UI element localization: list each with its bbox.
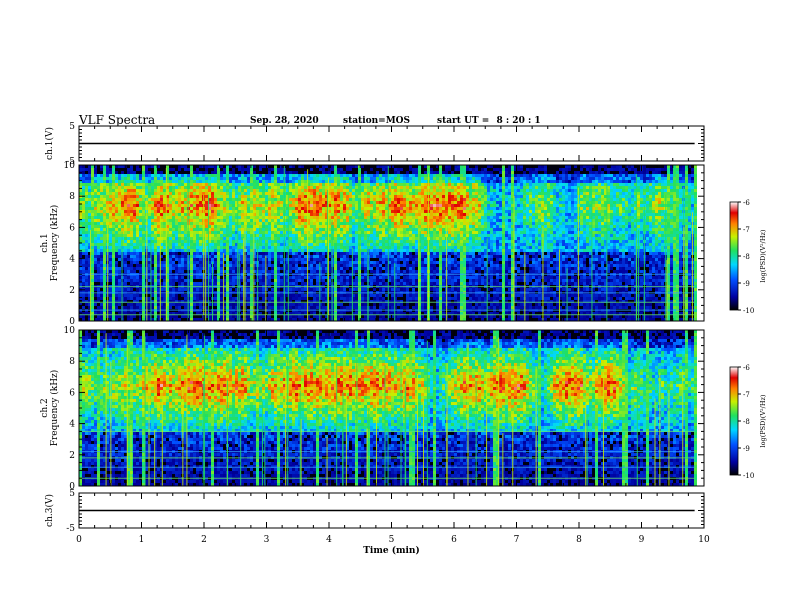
ch3-waveform-panel: 5 -5 ch.3(V) (44, 489, 705, 534)
colorbar-tick-label: -9 (743, 445, 750, 453)
y-axis-label: Frequency (kHz) (49, 370, 60, 447)
y-tick-label: 8 (69, 192, 75, 202)
x-tick-label: 5 (389, 535, 395, 545)
y-tick-label: 2 (69, 286, 75, 296)
start-time-prefix: start UT = (437, 116, 489, 126)
x-tick-label: 2 (201, 535, 207, 545)
plot-title: VLF Spectra (79, 113, 155, 127)
ch1-spectrogram-panel: 0 2 4 6 8 10 ch.1 Frequency (kHz) (40, 161, 705, 327)
x-tick-label: 8 (576, 535, 582, 545)
colorbar-tick-label: -9 (743, 280, 750, 288)
y-axis-label: ch.1(V) (44, 127, 55, 160)
colorbar-tick-label: -10 (743, 307, 754, 315)
colorbar-label: log(PSD)(V²/Hz) (759, 394, 767, 447)
ch2-colorbar: -6 -7 -8 -9 -10 log(PSD)(V²/Hz) (729, 364, 767, 480)
start-time-value: 8 : 20 : 1 (496, 116, 540, 126)
y-axis-label: ch.3(V) (44, 494, 55, 527)
ch1-colorbar: -6 -7 -8 -9 -10 log(PSD)(V²/Hz) (729, 199, 767, 315)
colorbar-scale (729, 201, 739, 311)
colorbar-tick-label: -8 (743, 253, 750, 261)
ch1-waveform-panel: 5 -5 ch.1(V) (44, 122, 705, 167)
start-time-label: start UT = 8 : 20 : 1 (437, 116, 545, 126)
time-axis: 0 1 2 3 4 5 6 7 8 9 10 Time (min) (76, 535, 710, 556)
x-tick-label: 4 (326, 535, 332, 545)
x-axis-label: Time (min) (363, 545, 420, 556)
y-tick-label: 10 (64, 161, 76, 171)
y-tick-label: 6 (69, 223, 75, 233)
y-tick-label: 4 (69, 420, 75, 430)
colorbar-tick-label: -10 (743, 472, 754, 480)
y-tick-label: 4 (69, 255, 75, 265)
x-tick-label: 1 (139, 535, 145, 545)
y-tick-label: 10 (64, 326, 76, 336)
y-axis-label: ch.1 (40, 233, 50, 252)
y-tick-label: 2 (69, 451, 75, 461)
y-tick-label: -5 (66, 524, 75, 534)
y-axis-label: Frequency (kHz) (49, 205, 60, 282)
x-tick-label: 10 (698, 535, 710, 545)
y-axis-label: ch.2 (40, 398, 50, 417)
y-tick-label: 0 (69, 482, 75, 492)
x-tick-label: 0 (76, 535, 82, 545)
y-tick-label: 5 (69, 489, 75, 499)
y-tick-label: -5 (66, 157, 75, 167)
x-tick-label: 9 (639, 535, 645, 545)
colorbar-tick-label: -6 (743, 199, 750, 207)
station-label: station=MOS (343, 116, 410, 126)
y-tick-label: 6 (69, 388, 75, 398)
x-tick-label: 7 (514, 535, 520, 545)
colorbar-tick-label: -7 (743, 391, 750, 399)
colorbar-tick-label: -7 (743, 226, 750, 234)
x-tick-label: 3 (264, 535, 270, 545)
ch2-spectrogram-panel: 0 2 4 6 8 10 ch.2 Frequency (kHz) (40, 326, 705, 492)
y-tick-label: 8 (69, 357, 75, 367)
x-tick-label: 6 (451, 535, 457, 545)
colorbar-scale (729, 366, 739, 476)
y-tick-label: 5 (69, 122, 75, 132)
colorbar-tick-label: -8 (743, 418, 750, 426)
date-label: Sep. 28, 2020 (250, 116, 319, 126)
colorbar-tick-label: -6 (743, 364, 750, 372)
y-tick-label: 0 (69, 317, 75, 327)
colorbar-label: log(PSD)(V²/Hz) (759, 229, 767, 282)
